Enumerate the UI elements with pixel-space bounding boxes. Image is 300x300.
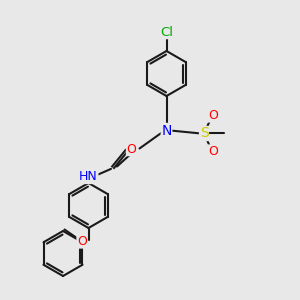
Text: O: O [208, 145, 218, 158]
Text: O: O [127, 142, 136, 156]
Text: N: N [161, 124, 172, 137]
Text: O: O [208, 109, 218, 122]
Text: Cl: Cl [160, 26, 173, 39]
Text: HN: HN [79, 170, 98, 184]
Text: O: O [77, 235, 87, 248]
Text: S: S [200, 127, 208, 140]
